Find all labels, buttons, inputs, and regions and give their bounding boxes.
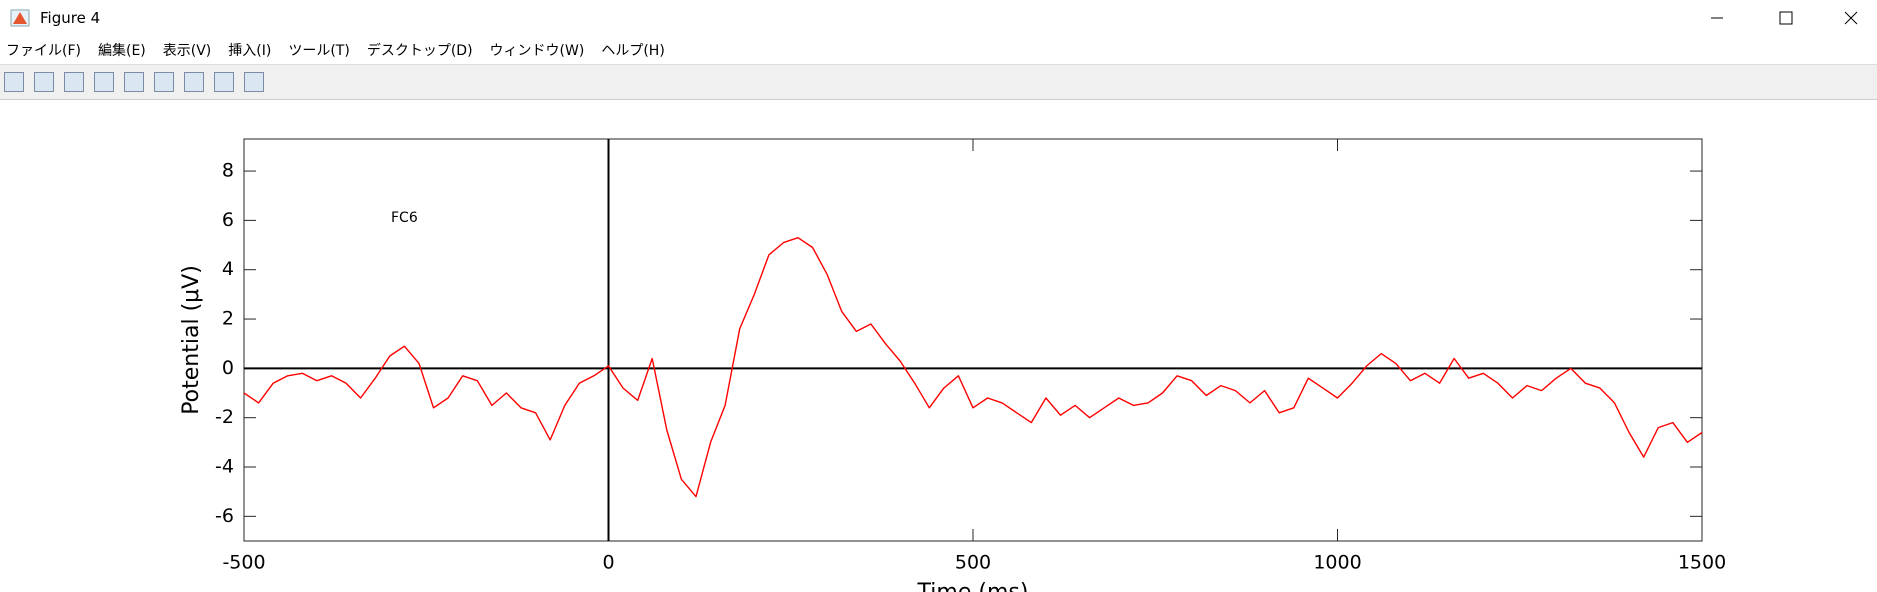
tool-link[interactable] <box>124 72 144 92</box>
y-tick-label: 8 <box>222 160 234 182</box>
y-tick-label: 6 <box>222 209 234 231</box>
window-title: Figure 4 <box>40 9 101 27</box>
tool-inspector[interactable] <box>244 72 264 92</box>
menu-item[interactable]: ファイル(F) <box>6 43 81 59</box>
tool-legend[interactable] <box>184 72 204 92</box>
tool-colorbar[interactable] <box>154 72 174 92</box>
y-tick-label: 0 <box>222 357 234 379</box>
x-tick-label: 500 <box>955 552 991 574</box>
x-tick-label: 1500 <box>1678 552 1726 574</box>
maximize[interactable] <box>1779 11 1793 25</box>
chart: -500 0 500 1000 1500 -6 -4 -2 0 2 4 6 8 FC6 Potential … <box>179 138 1726 592</box>
tool-open[interactable] <box>34 72 54 92</box>
x-tick-label: -500 <box>222 552 265 574</box>
y-tick-label: -6 <box>215 505 234 527</box>
menu-item[interactable]: 編集(E) <box>97 43 146 59</box>
app-icon <box>10 9 30 27</box>
menu-item[interactable]: ウィンドウ(W) <box>489 43 585 59</box>
y-tick-label: -2 <box>215 406 234 428</box>
menu-item[interactable]: ツール(T) <box>288 43 350 59</box>
data-line <box>243 237 1703 498</box>
menu-item[interactable]: 挿入(I) <box>228 43 272 59</box>
y-axis-label: Potential (μV) <box>179 265 204 415</box>
menu-bar: ファイル(F) 編集(E) 表示(V) 挿入(I) ツール(T) デスクトップ(D) ウィン… <box>0 36 1877 64</box>
menu-item[interactable]: ヘルプ(H) <box>601 43 665 59</box>
tool-print[interactable] <box>94 72 114 92</box>
x-tick-label: 1000 <box>1313 552 1361 574</box>
title-bar: Figure 4 <box>0 0 1877 36</box>
y-tick-label: -4 <box>215 456 234 478</box>
x-axis-label: Time (ms) <box>917 580 1029 592</box>
window-controls[interactable] <box>1697 0 1877 36</box>
tool-pointer[interactable] <box>214 72 234 92</box>
y-tick-label: 2 <box>222 308 234 330</box>
tool-new[interactable] <box>4 72 24 92</box>
menu-item[interactable]: デスクトップ(D) <box>366 43 473 59</box>
y-tick-label: 4 <box>222 258 234 280</box>
annotation: FC6 <box>391 210 418 226</box>
menu-item[interactable]: 表示(V) <box>162 43 212 59</box>
toolbar <box>0 64 1877 100</box>
x-tick-label: 0 <box>602 552 614 574</box>
close[interactable] <box>1844 11 1858 25</box>
plot-area <box>243 138 1703 542</box>
tool-save[interactable] <box>64 72 84 92</box>
